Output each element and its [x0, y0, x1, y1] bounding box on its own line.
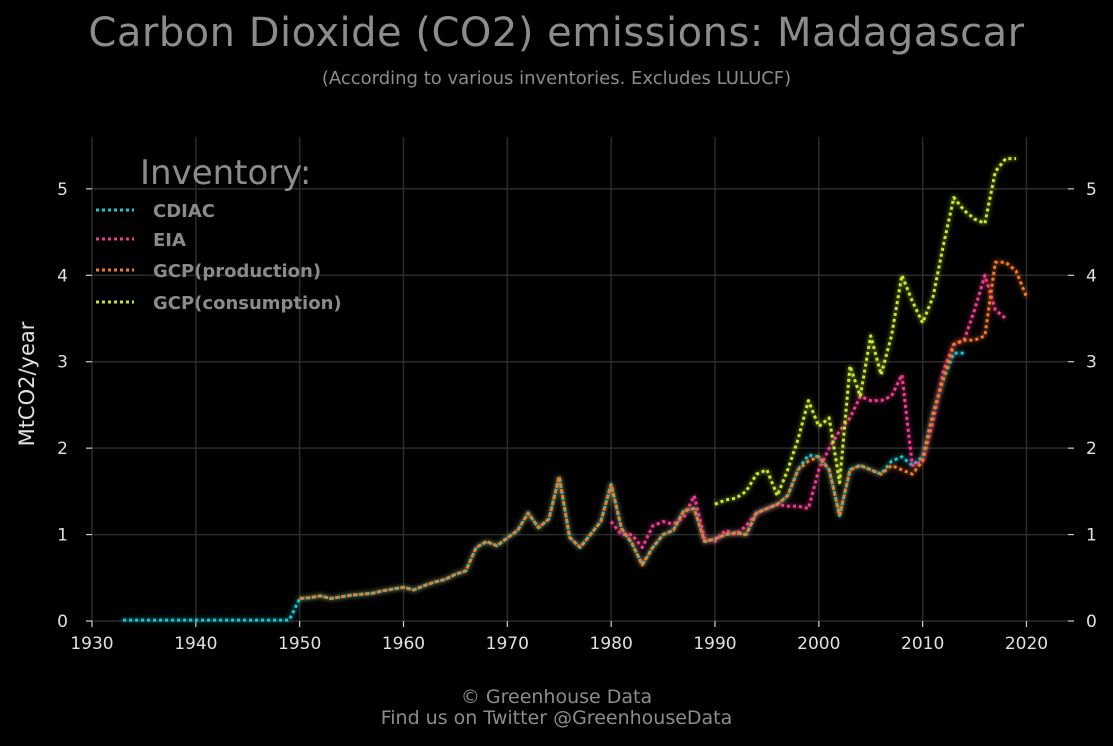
y-tick-label-left: 1 — [57, 526, 68, 546]
series-lines — [123, 157, 1028, 622]
y-tick-label-left: 5 — [57, 180, 68, 200]
y-tick-label-right: 3 — [1086, 353, 1097, 373]
footer-copyright: © Greenhouse Data — [460, 686, 653, 708]
footer-twitter: Find us on Twitter @GreenhouseData — [380, 707, 733, 729]
y-tick-label-right: 5 — [1086, 180, 1097, 200]
legend-label: EIA — [153, 230, 186, 251]
y-axis-label: MtCO2/year — [15, 321, 39, 446]
legend-label: GCP(production) — [153, 261, 321, 282]
y-tick-label-right: 4 — [1086, 266, 1097, 286]
y-tick-label-right: 1 — [1086, 526, 1097, 546]
x-tick-label: 1980 — [590, 634, 633, 654]
y-tick-label-left: 3 — [57, 353, 68, 373]
series-line-eia — [609, 273, 1007, 549]
grid-lines — [91, 137, 1068, 622]
x-tick-label: 1940 — [174, 634, 217, 654]
y-tick-label-left: 4 — [57, 266, 68, 286]
x-tick-label: 1950 — [278, 634, 321, 654]
legend-title: Inventory: — [140, 153, 311, 193]
axes: 1930 1940 1950 1960 1970 1980 1990 2000 2010 2020… — [57, 180, 1097, 654]
x-tick-label: 1990 — [693, 634, 736, 654]
y-tick-label-left: 0 — [57, 612, 68, 632]
legend: Inventory: CDIAC EIA GCP(production) GCP(co… — [96, 153, 342, 314]
series-line-gcp-consumption — [714, 157, 1017, 506]
x-tick-label: 1930 — [70, 634, 113, 654]
chart-title: Carbon Dioxide (CO2) emissions: Madagasc… — [88, 10, 1025, 56]
series-line-gcp-production — [299, 260, 1028, 600]
x-tick-label: 2010 — [901, 634, 944, 654]
series-line-cdiac — [123, 351, 965, 622]
y-tick-label-left: 2 — [57, 439, 68, 459]
y-tick-label-right: 0 — [1086, 612, 1097, 632]
chart-subtitle: (According to various inventories. Exclu… — [321, 68, 792, 89]
y-tick-label-right: 2 — [1086, 439, 1097, 459]
legend-label: GCP(consumption) — [153, 293, 342, 314]
x-tick-label: 2020 — [1005, 634, 1048, 654]
x-tick-label: 2000 — [797, 634, 840, 654]
x-tick-label: 1970 — [486, 634, 529, 654]
x-tick-label: 1960 — [382, 634, 425, 654]
legend-label: CDIAC — [153, 201, 215, 222]
